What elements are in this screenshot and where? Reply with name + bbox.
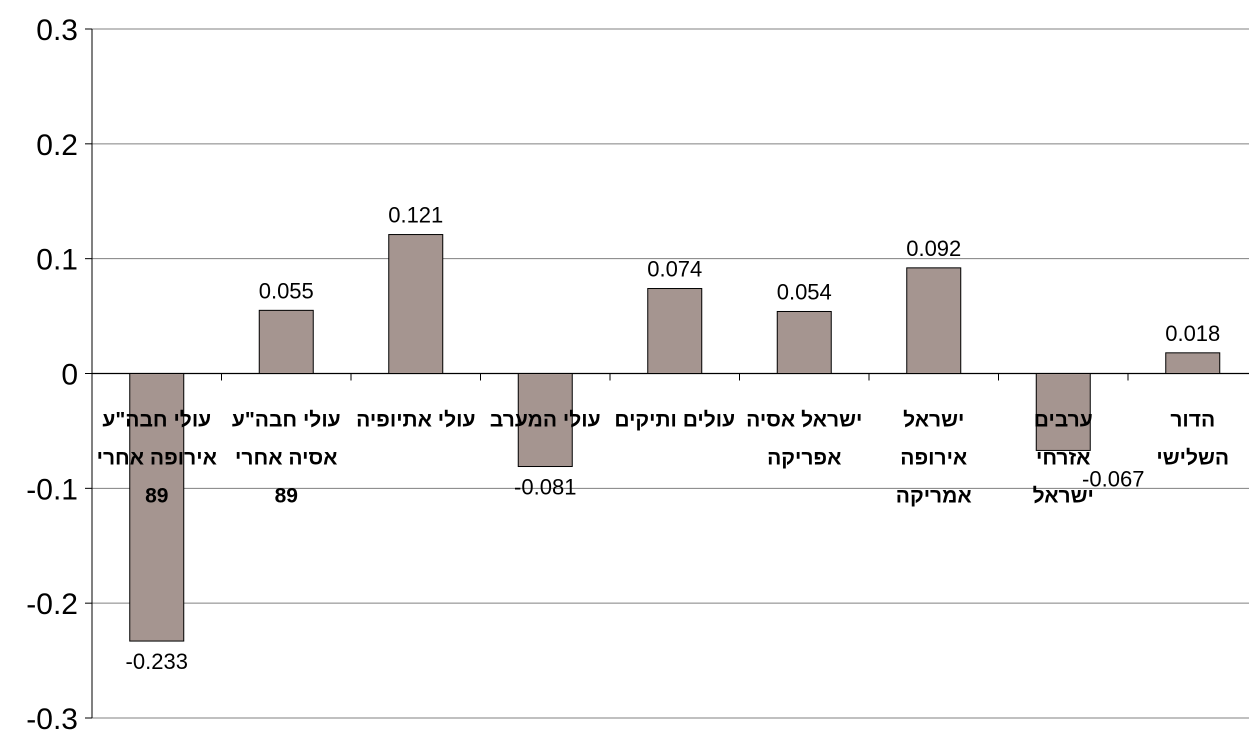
y-tick-label: 0 [61,359,78,392]
category-label-line: 89 [275,485,298,508]
y-tick-label: -0.2 [26,588,78,621]
data-label: 0.055 [259,278,314,303]
category-label-line: ישראל [903,409,964,432]
category-label-line: עולי אתיופיה [356,409,475,432]
bar [517,373,573,468]
category-label-line: עולים ותיקים [614,409,735,432]
bar [388,234,444,374]
data-label: -0.081 [514,475,576,500]
data-label: 0.074 [647,257,702,282]
gridlines [92,28,1249,719]
data-label: 0.018 [1165,321,1220,346]
y-tick-label: -0.3 [26,703,78,734]
category-label: ערבים אזרחי ישראל [1033,409,1094,508]
y-tick-label: 0.3 [36,14,78,47]
bar [258,309,314,375]
category-label-line: אזרחי [1036,447,1091,470]
category-label-line: ישראל [1033,485,1094,508]
y-tick-label: 0.2 [36,129,78,162]
bar [129,373,185,642]
category-label-line: אירופה [900,447,967,470]
category-label-line: ערבים [1034,409,1093,432]
category-label-line: אסיה אחרי [235,447,337,470]
category-label-line: אפריקה [767,447,841,470]
category-label-line: השלישי [1156,447,1229,470]
category-label-line: עולי המערב [490,409,601,432]
bar [1035,373,1091,451]
category-label-line: 89 [145,485,168,508]
bar [906,267,962,374]
category-label-line: אמריקה [896,485,972,508]
category-label: ישראל אסיה אפריקה [746,409,862,470]
bar [647,288,703,375]
category-label-line: הדור [1170,409,1215,432]
category-label: עולי חבה"ע אסיה אחרי 89 [232,409,341,508]
category-label-line: ישראל אסיה [746,409,862,432]
bar [1165,352,1221,374]
data-label: 0.054 [777,279,832,304]
category-label: הדור השלישי [1156,409,1229,470]
data-label: 0.121 [388,203,443,228]
category-label-line: עולי חבה"ע [102,409,211,432]
axes: -0.3 -0.2 -0.1 0 0.1 0.2 0.3 [26,14,1249,736]
data-label: 0.092 [906,236,961,261]
category-label: עולי אתיופיה [356,409,475,432]
category-label: עולים ותיקים [614,409,735,432]
category-label: עולי המערב [490,409,601,432]
data-label: -0.067 [1082,466,1144,491]
y-tick-label: 0.1 [36,244,78,277]
category-label-line: אירופה אחרי [97,447,217,470]
bars [129,234,1221,642]
bar [776,310,832,374]
category-label-line: עולי חבה"ע [232,409,341,432]
category-label: ישראל אירופה אמריקה [896,409,972,508]
labels: -0.233 עולי חבה"ע אירופה אחרי 89 0.055 עולי ח… [97,203,1229,675]
data-label: -0.233 [126,649,188,674]
category-label: עולי חבה"ע אירופה אחרי 89 [97,409,217,508]
y-tick-label: -0.1 [26,473,78,506]
